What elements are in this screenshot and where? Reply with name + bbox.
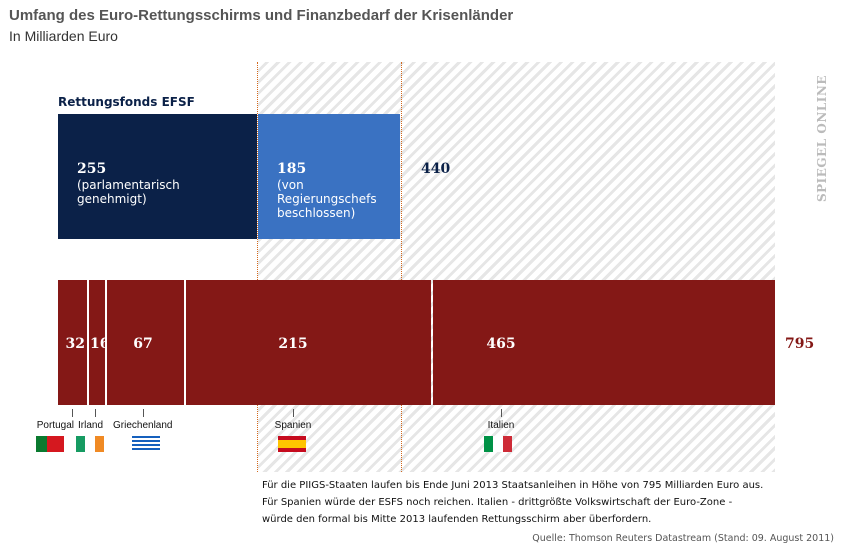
efsf-440-marker-line [401,62,402,472]
value-label-spanien: 215 [278,336,308,352]
country-label-griechenland: Griechenland [113,420,173,431]
efsf-255-marker-line [257,62,258,472]
tick-griechenland [143,409,144,417]
bar-segment-spanien [186,280,431,405]
country-label-italien: Italien [487,420,515,431]
value-label: 185 [277,161,307,177]
value-label-griechenland: 67 [133,336,153,352]
value-label-portugal: 32 [65,336,85,352]
footnote-line: Für Spanien würde der ESFS noch reichen.… [262,497,733,508]
source-note: Quelle: Thomson Reuters Datastream (Stan… [532,533,834,544]
efsf-total-label: 440 [421,161,451,177]
value-note: (parlamentarisch genehmigt) [77,178,180,206]
country-label-spanien: Spanien [274,420,312,431]
flag-italien-icon [484,436,512,452]
bar-efsf-255: 255 (parlamentarisch genehmigt) [58,114,257,239]
bar-efsf-185: 185 (von Regierungschefs beschlossen) [258,114,400,239]
flag-spanien-icon [278,436,306,452]
flag-irland-icon [76,436,104,452]
bar-segment-portugal [58,280,87,405]
tick-spanien [293,409,294,417]
footnote-line: würde den formal bis Mitte 2013 laufende… [262,514,652,525]
value-label-irland: 16 [90,336,110,352]
country-label-portugal: Portugal [36,420,74,431]
tick-irland [95,409,96,417]
chart-title: Umfang des Euro-Rettungsschirms und Fina… [9,7,514,24]
tick-portugal [72,409,73,417]
country-label-irland: Irland [78,420,104,431]
flag-portugal-icon [36,436,64,452]
efsf-label: Rettungsfonds EFSF [58,95,195,109]
value-label: 255 [77,161,107,177]
spiegel-online-logo: SPIEGEL ONLINE [815,75,829,203]
bar-segment-griechenland [107,280,184,405]
value-label-italien: 465 [486,336,516,352]
bar-segment-italien [433,280,775,405]
footnote-line: Für die PIIGS-Staaten laufen bis Ende Ju… [262,480,764,491]
chart-subtitle: In Milliarden Euro [9,28,118,44]
footnote: Für die PIIGS-Staaten laufen bis Ende Ju… [262,477,763,528]
value-note: (von Regierungschefs beschlossen) [277,178,377,220]
bar-segment-irland [89,280,105,405]
tick-italien [501,409,502,417]
flag-griechenland-icon [132,436,160,452]
debt-total-label: 795 [785,336,815,352]
